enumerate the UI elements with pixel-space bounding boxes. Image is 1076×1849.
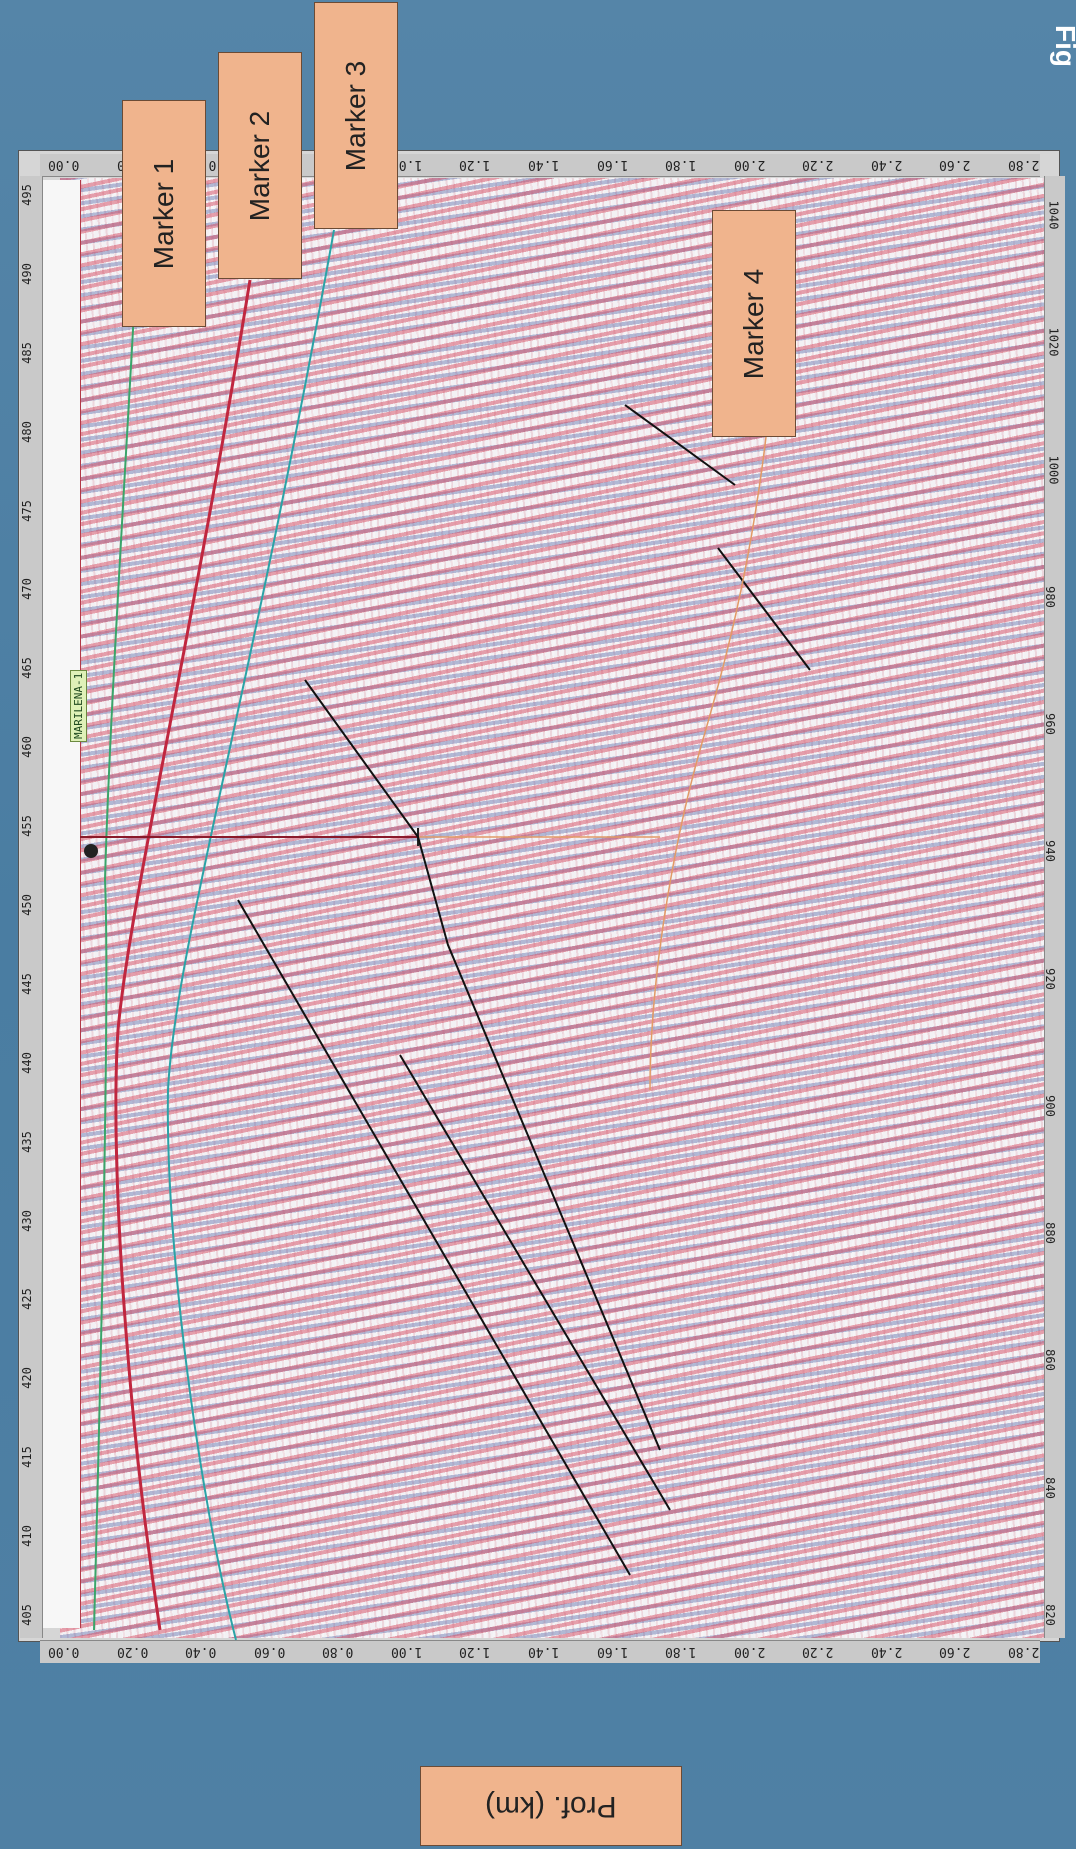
horizon-marker-3 (166, 229, 335, 1641)
fault-main (304, 679, 661, 1451)
fault-east-1 (624, 404, 736, 486)
marker-1-label: Marker 1 (122, 100, 206, 327)
well-name-label: MARILENA-1 (70, 669, 87, 742)
horizon-marker-4 (649, 419, 769, 1091)
marker-4-label: Marker 4 (712, 210, 796, 437)
fault-east-2 (717, 547, 811, 671)
horizon-marker-2 (114, 279, 252, 1631)
depth-axis-title: Prof. (km) (420, 1766, 682, 1846)
horizon-marker-1 (93, 199, 141, 1631)
distance-axis: 820 840 860 880 900 920 940 960 980 1000 1020 1040 (1043, 176, 1065, 1638)
fault-west-1 (237, 899, 631, 1576)
near-surface-strip (42, 180, 81, 1628)
fault-west-2 (399, 1054, 671, 1511)
depth-axis-bottom: 0.00 0.20 0.40 0.60 0.80 1.00 1.20 1.40 1.60 1.80… (40, 1640, 1040, 1663)
well-location-icon (84, 844, 98, 858)
marker-3-label: Marker 3 (314, 2, 398, 229)
marker-2-label: Marker 2 (218, 52, 302, 279)
trace-axis: 405 410 415 420 425 430 435 440 445 450 455 460 465 4… (20, 176, 43, 1638)
